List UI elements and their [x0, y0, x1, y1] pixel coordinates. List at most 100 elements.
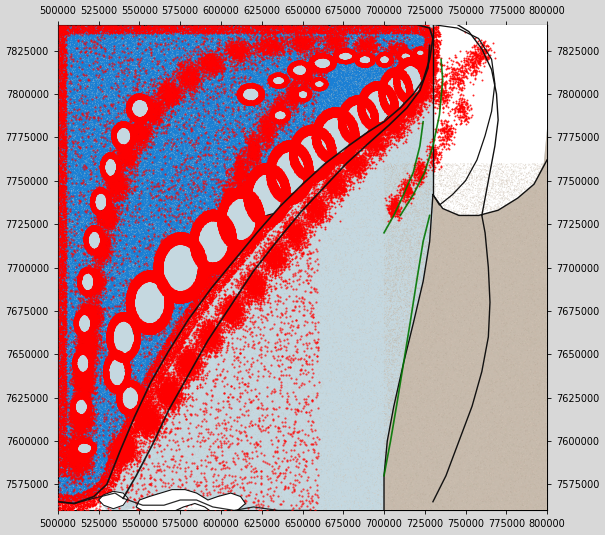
Point: [443, 271, 453, 280]
Point: [390, 106, 399, 114]
Point: [235, 191, 244, 200]
Point: [339, 111, 349, 119]
Point: [154, 272, 163, 281]
Point: [135, 316, 145, 325]
Point: [105, 332, 114, 340]
Point: [159, 464, 169, 473]
Point: [302, 170, 312, 179]
Point: [301, 60, 311, 68]
Point: [116, 380, 126, 389]
Point: [520, 383, 529, 391]
Point: [321, 129, 331, 137]
Point: [267, 36, 276, 44]
Point: [77, 407, 87, 416]
Point: [463, 402, 473, 411]
Point: [305, 157, 315, 165]
Point: [541, 379, 551, 387]
Point: [128, 410, 138, 418]
Point: [222, 317, 232, 325]
Point: [293, 167, 302, 176]
Point: [528, 289, 538, 298]
Point: [163, 298, 172, 307]
Point: [139, 323, 148, 331]
Point: [54, 370, 64, 379]
Point: [489, 467, 499, 475]
Point: [156, 138, 166, 147]
Point: [319, 51, 329, 59]
Point: [393, 54, 403, 63]
Point: [352, 131, 362, 140]
Point: [332, 111, 342, 120]
Point: [458, 314, 468, 323]
Point: [56, 44, 66, 53]
Point: [85, 438, 95, 446]
Point: [263, 210, 273, 219]
Point: [304, 151, 313, 160]
Point: [332, 141, 342, 150]
Point: [116, 354, 126, 362]
Point: [218, 224, 228, 233]
Point: [424, 338, 433, 347]
Point: [88, 439, 98, 448]
Point: [488, 327, 498, 336]
Point: [81, 347, 91, 355]
Point: [494, 74, 503, 83]
Point: [302, 159, 312, 168]
Point: [105, 381, 114, 389]
Point: [378, 86, 387, 95]
Point: [379, 104, 389, 112]
Point: [113, 350, 123, 359]
Point: [378, 89, 387, 97]
Point: [252, 282, 261, 291]
Point: [432, 66, 442, 75]
Point: [282, 198, 292, 207]
Point: [357, 93, 367, 101]
Point: [393, 67, 402, 76]
Point: [332, 151, 342, 159]
Point: [381, 279, 390, 288]
Point: [101, 150, 111, 158]
Point: [121, 182, 131, 191]
Point: [154, 260, 164, 269]
Point: [79, 435, 89, 444]
Point: [77, 369, 87, 377]
Point: [365, 131, 374, 140]
Point: [159, 280, 168, 288]
Point: [98, 485, 108, 494]
Point: [65, 178, 74, 187]
Point: [63, 469, 73, 477]
Point: [135, 322, 145, 330]
Point: [236, 258, 246, 267]
Point: [131, 285, 140, 293]
Point: [441, 241, 451, 250]
Point: [119, 424, 129, 432]
Point: [477, 239, 487, 247]
Point: [88, 315, 97, 324]
Point: [102, 331, 112, 340]
Point: [504, 438, 514, 447]
Point: [136, 387, 146, 395]
Point: [251, 157, 261, 165]
Point: [102, 169, 112, 177]
Point: [218, 210, 227, 218]
Point: [390, 105, 399, 113]
Point: [230, 129, 240, 137]
Point: [360, 61, 370, 70]
Point: [428, 99, 438, 108]
Point: [293, 219, 302, 227]
Point: [204, 211, 214, 219]
Point: [299, 154, 309, 162]
Point: [155, 281, 165, 289]
Point: [156, 271, 166, 280]
Point: [264, 173, 274, 182]
Point: [153, 319, 163, 327]
Point: [469, 495, 479, 503]
Point: [70, 353, 79, 361]
Point: [179, 359, 189, 368]
Point: [185, 241, 195, 249]
Point: [244, 23, 254, 32]
Point: [315, 135, 324, 143]
Point: [255, 39, 265, 48]
Point: [405, 307, 415, 315]
Point: [293, 175, 302, 184]
